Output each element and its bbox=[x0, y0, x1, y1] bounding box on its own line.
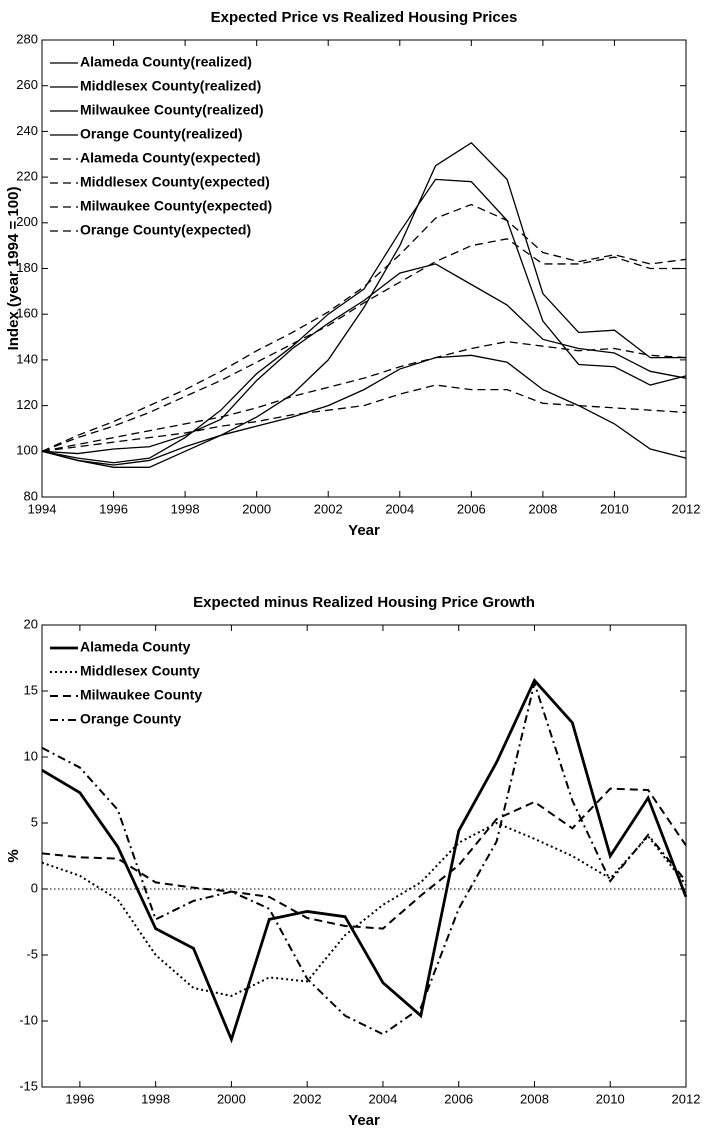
x-tick-label: 2012 bbox=[672, 501, 701, 516]
legend-label: Orange County(realized) bbox=[80, 126, 243, 142]
x-tick-label: 2002 bbox=[293, 1091, 322, 1106]
chart-title: Expected Price vs Realized Housing Price… bbox=[211, 9, 518, 26]
x-tick-label: 2008 bbox=[520, 1091, 549, 1106]
y-tick-label: 10 bbox=[24, 748, 38, 763]
x-tick-label: 2006 bbox=[444, 1091, 473, 1106]
series-line bbox=[41, 238, 686, 452]
x-tick-label: 2010 bbox=[600, 501, 629, 516]
x-tick-label: 1996 bbox=[65, 1091, 94, 1106]
y-tick-label: 240 bbox=[16, 123, 38, 138]
series-line bbox=[41, 679, 687, 1036]
series-line bbox=[41, 203, 687, 452]
x-tick-label: 2006 bbox=[457, 501, 486, 516]
series-line bbox=[41, 384, 687, 452]
y-tick-label: -5 bbox=[26, 946, 38, 961]
y-tick-label: 160 bbox=[16, 306, 38, 321]
x-axis-label: Year bbox=[348, 1112, 380, 1129]
x-tick-label: 2000 bbox=[217, 1091, 246, 1106]
series-line bbox=[41, 821, 687, 997]
y-tick-label: 100 bbox=[16, 443, 38, 458]
series-line bbox=[41, 677, 688, 1044]
series-line bbox=[41, 141, 686, 468]
legend-label: Milwaukee County(expected) bbox=[80, 198, 272, 214]
plot-frame bbox=[41, 39, 687, 498]
x-tick-label: 2000 bbox=[242, 501, 271, 516]
chart-title: Expected minus Realized Housing Price Gr… bbox=[193, 594, 535, 611]
series-line bbox=[41, 263, 687, 455]
legend-label: Milwaukee County bbox=[80, 687, 202, 703]
plot-frame bbox=[41, 624, 687, 1088]
x-tick-label: 1998 bbox=[141, 1091, 170, 1106]
y-tick-label: 20 bbox=[24, 616, 38, 631]
y-axis-label: % bbox=[5, 849, 22, 862]
x-tick-label: 1998 bbox=[171, 501, 200, 516]
x-axis-label: Year bbox=[348, 522, 380, 539]
x-tick-label: 1994 bbox=[28, 501, 57, 516]
y-tick-label: 0 bbox=[31, 880, 38, 895]
legend-label: Middlesex County(expected) bbox=[80, 174, 270, 190]
x-tick-label: 2012 bbox=[672, 1091, 701, 1106]
y-tick-label: 200 bbox=[16, 214, 38, 229]
x-tick-label: 2008 bbox=[528, 501, 557, 516]
series-line bbox=[41, 340, 687, 452]
legend-label: Alameda County(expected) bbox=[80, 150, 260, 166]
series-line bbox=[41, 787, 687, 930]
y-tick-label: -15 bbox=[19, 1078, 38, 1093]
series-line bbox=[41, 178, 687, 464]
legend-label: Alameda County bbox=[80, 639, 191, 655]
y-tick-label: -10 bbox=[19, 1012, 38, 1027]
legend-label: Orange County(expected) bbox=[80, 222, 251, 238]
y-tick-label: 5 bbox=[31, 814, 38, 829]
y-axis-label: Index (year 1994 = 100) bbox=[5, 187, 22, 351]
y-tick-label: 180 bbox=[16, 260, 38, 275]
y-tick-label: 120 bbox=[16, 397, 38, 412]
x-tick-label: 1996 bbox=[99, 501, 128, 516]
legend-label: Milwaukee County(realized) bbox=[80, 102, 264, 118]
series-line bbox=[41, 354, 687, 466]
y-tick-label: 280 bbox=[16, 31, 38, 46]
x-tick-label: 2010 bbox=[596, 1091, 625, 1106]
y-tick-label: 15 bbox=[24, 682, 38, 697]
legend-label: Middlesex County bbox=[80, 663, 200, 679]
x-tick-label: 2004 bbox=[368, 1091, 397, 1106]
y-tick-label: 80 bbox=[24, 488, 38, 503]
x-tick-label: 2002 bbox=[314, 501, 343, 516]
y-tick-label: 220 bbox=[16, 169, 38, 184]
y-tick-label: 260 bbox=[16, 77, 38, 92]
legend-label: Middlesex County(realized) bbox=[80, 78, 261, 94]
legend-label: Orange County bbox=[80, 711, 181, 727]
legend-label: Alameda County(realized) bbox=[80, 54, 252, 70]
y-tick-label: 140 bbox=[16, 351, 38, 366]
x-tick-label: 2004 bbox=[385, 501, 414, 516]
